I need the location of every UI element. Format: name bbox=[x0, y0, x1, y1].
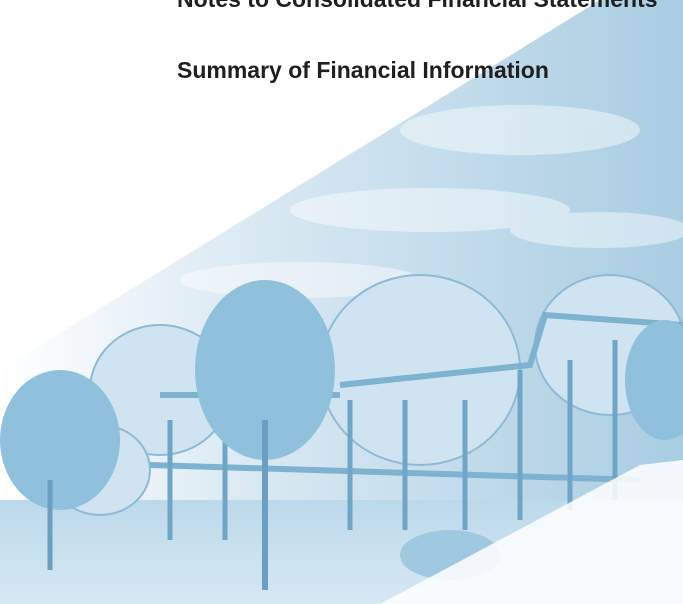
page: {"contents": {"items": ["Notes to Consol… bbox=[0, 0, 683, 604]
contents-item[interactable]: Notes to Consolidated Financial Statemen… bbox=[177, 0, 658, 13]
contents-item[interactable]: Summary of Financial Information bbox=[177, 57, 549, 84]
background-photo bbox=[0, 0, 683, 604]
